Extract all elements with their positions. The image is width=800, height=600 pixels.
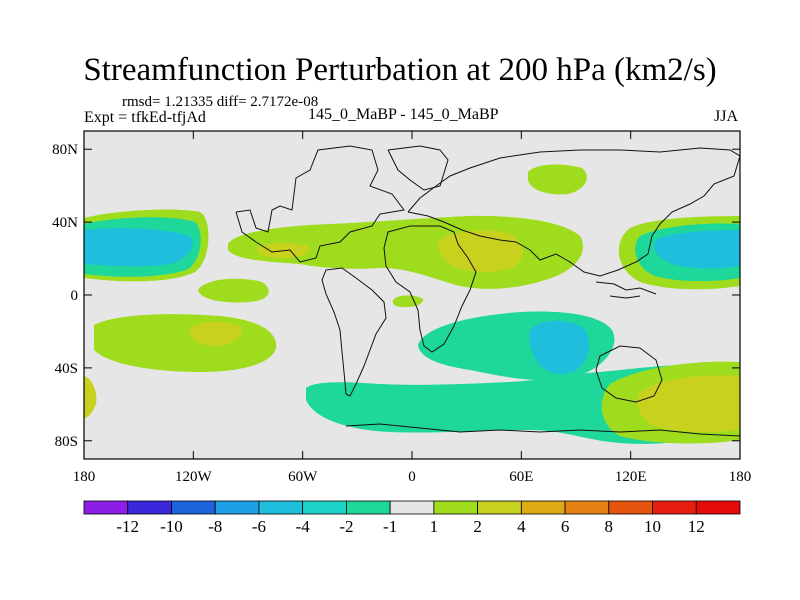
x-tick-label: 60E <box>509 469 533 485</box>
colorbar-label: -2 <box>339 517 353 536</box>
colorbar-label: 6 <box>561 517 570 536</box>
x-tick-label: 60W <box>288 469 318 485</box>
colorbar-label: 2 <box>473 517 482 536</box>
coastlines <box>235 145 740 437</box>
colorbar-label: 10 <box>644 517 661 536</box>
colorbar-swatch <box>477 500 522 515</box>
colorbar-swatch <box>258 500 304 515</box>
coastline-eurasia <box>407 147 740 277</box>
experiment-label: Expt = tfkEd-tfjAd <box>84 109 206 126</box>
region-strong-positive-southwest-pacific <box>637 375 740 432</box>
coastline-greenland <box>387 145 449 191</box>
region-positive-tropical-pacific <box>198 278 269 303</box>
y-tick-label: 40S <box>55 361 78 377</box>
contour-fields <box>84 164 740 444</box>
y-tick-label: 0 <box>71 288 79 304</box>
colorbar-swatch <box>520 500 566 515</box>
y-tick-label: 40N <box>52 215 78 231</box>
region-strong-negative-north-pacific-east <box>654 230 740 269</box>
x-tick-label: 120E <box>615 469 647 485</box>
colorbar-swatch <box>302 500 347 515</box>
colorbar-swatch <box>171 500 216 515</box>
colorbar-label: -6 <box>252 517 266 536</box>
y-axis: 80N 40N 0 40S 80S <box>52 142 740 450</box>
colorbar-swatch <box>83 500 129 515</box>
colorbar: -12 -10 -8 -6 -4 -2 -1 1 2 4 6 8 10 12 <box>83 500 741 536</box>
coastline-north-america <box>235 145 405 263</box>
y-tick-label: 80S <box>55 434 78 450</box>
coastline-australia <box>595 345 663 403</box>
season-label: JJA <box>714 108 739 125</box>
colorbar-swatch <box>608 500 653 515</box>
colorbar-swatch <box>652 500 697 515</box>
colorbar-label: 4 <box>517 517 526 536</box>
colorbar-swatch <box>564 500 610 515</box>
colorbar-label: 1 <box>430 517 439 536</box>
region-positive-asia-inner <box>438 230 523 272</box>
region-positive-southwest-edge <box>84 376 97 418</box>
colorbar-swatch <box>695 500 741 515</box>
region-positive-south-pacific-inner <box>189 321 242 346</box>
colorbar-label: -8 <box>208 517 222 536</box>
region-strong-negative-indian-ocean <box>529 320 589 375</box>
colorbar-label: 12 <box>688 517 705 536</box>
colorbar-swatch <box>389 500 435 515</box>
x-tick-label: 180 <box>729 469 752 485</box>
colorbar-swatch <box>433 500 479 515</box>
colorbar-label: -10 <box>160 517 183 536</box>
y-tick-label: 80N <box>52 142 78 158</box>
colorbar-swatch <box>345 500 391 515</box>
case-label: 145_0_MaBP - 145_0_MaBP <box>308 106 499 123</box>
x-tick-label: 0 <box>408 469 416 485</box>
colorbar-swatch <box>127 500 172 515</box>
coastline-antarctica <box>345 423 740 437</box>
colorbar-swatch <box>214 500 260 515</box>
colorbar-label: -1 <box>383 517 397 536</box>
colorbar-label: -12 <box>116 517 139 536</box>
coastline-southeast-asia-islands <box>595 281 657 299</box>
x-axis: 180 120W 60W 0 60E 120E 180 <box>73 131 752 485</box>
stats-label: rmsd= 1.21335 diff= 2.7172e-08 <box>122 94 319 110</box>
chart-title: Streamfunction Perturbation at 200 hPa (… <box>83 52 717 88</box>
coastline-africa <box>383 225 477 353</box>
colorbar-label: 8 <box>605 517 614 536</box>
coastline-south-america <box>321 267 387 397</box>
x-tick-label: 180 <box>73 469 96 485</box>
region-positive-arctic-blob <box>528 164 587 195</box>
region-strong-negative-north-pacific-west <box>84 228 193 267</box>
x-tick-label: 120W <box>175 469 213 485</box>
colorbar-label: -4 <box>296 517 311 536</box>
